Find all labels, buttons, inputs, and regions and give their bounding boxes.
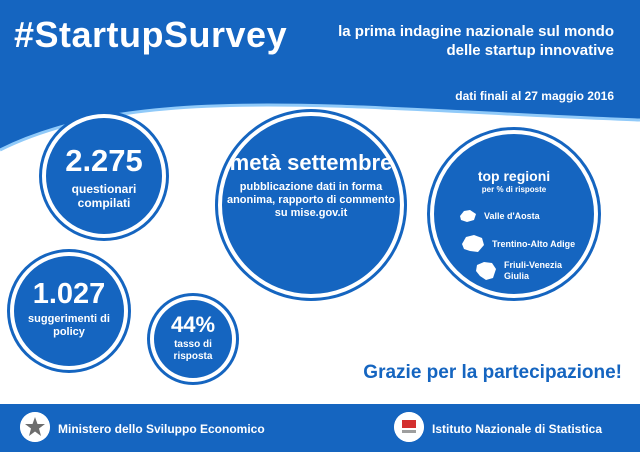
regioni-title: top regioni (477, 168, 551, 184)
region-item: Valle d'Aosta (458, 208, 540, 224)
ministero-label: Ministero dello Sviluppo Economico (58, 422, 265, 436)
region-map-icon (462, 235, 484, 252)
date-note: dati finali al 27 maggio 2016 (455, 89, 614, 103)
regioni-subtitle: per % di risposte (481, 185, 547, 194)
stat-value: 1.027 (32, 278, 106, 310)
top-regioni-circle: top regioni per % di risposte Valle d'Ao… (430, 130, 598, 298)
italian-republic-emblem-icon (20, 412, 50, 442)
region-item: Friuli-Venezia Giulia (474, 260, 574, 282)
stat-circle-pubblicazione: metà settembre pubblicazione dati in for… (218, 112, 404, 298)
stat-label: pubblicazione dati in forma anonima, rap… (226, 181, 396, 219)
istat-label: Istituto Nazionale di Statistica (432, 422, 603, 436)
region-name: Trentino-Alto Adige (492, 238, 576, 249)
stat-circle-questionari: 2.275 questionari compilati (42, 114, 166, 238)
istat-logo-icon (394, 412, 424, 442)
stat-label: questionari compilati (71, 182, 137, 210)
region-name: Valle d'Aosta (484, 210, 540, 221)
stat-label: suggerimenti di policy (28, 313, 110, 338)
stat-value: 2.275 (65, 143, 143, 178)
stat-value: 44% (170, 312, 216, 337)
thanks-message: Grazie per la partecipazione! (363, 362, 622, 383)
stat-circle-suggerimenti: 1.027 suggerimenti di policy (10, 252, 128, 370)
stat-circle-tasso: 44% tasso di risposta (150, 296, 236, 382)
region-name: Friuli-Venezia Giulia (504, 260, 563, 281)
region-map-icon (476, 262, 496, 280)
stat-value: metà settembre (229, 150, 393, 175)
headline: la prima indagine nazionale sul mondo de… (338, 23, 614, 59)
hashtag-title: #StartupSurvey (14, 14, 288, 55)
region-map-icon (460, 210, 476, 222)
region-item: Trentino-Alto Adige (460, 234, 575, 254)
stat-label: tasso di risposta (173, 339, 213, 362)
footer: Ministero dello Sviluppo Economico Istit… (0, 404, 640, 452)
